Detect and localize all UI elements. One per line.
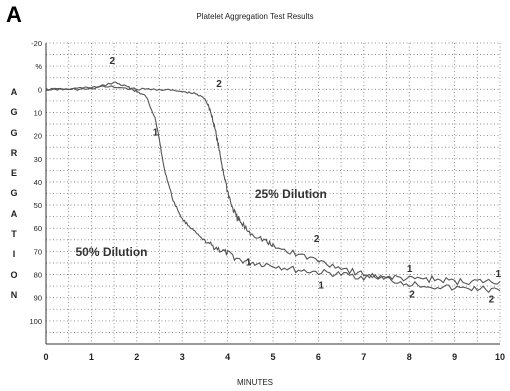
curve-label: 2 (216, 79, 222, 90)
curve-label: 2 (409, 290, 415, 301)
y-tick-label: 30 (34, 155, 42, 164)
y-tick-label: 70 (34, 247, 42, 256)
y-axis-label-letter: O (10, 269, 18, 280)
y-axis-label-letter: I (12, 249, 16, 260)
y-tick-label: 90 (34, 294, 42, 303)
x-tick-label: 8 (407, 352, 412, 362)
y-axis-label-letter: G (10, 127, 18, 138)
dilution-label: 25% Dilution (255, 187, 327, 201)
curve-label: 2 (314, 234, 320, 245)
curve-label: 1 (318, 280, 324, 291)
x-tick-label: 7 (361, 352, 366, 362)
x-tick-label: 9 (452, 352, 457, 362)
chart-title: Platelet Aggregation Test Results (196, 12, 314, 21)
x-tick-label: 1 (89, 352, 94, 362)
x-tick-label: 3 (180, 352, 185, 362)
y-tick-label: 10 (34, 108, 42, 117)
x-tick-label: 6 (316, 352, 321, 362)
x-tick-label: 0 (43, 352, 48, 362)
y-axis-label-letter: A (10, 87, 18, 97)
x-axis-label: MINUTES (237, 378, 273, 387)
curve-label: 2 (489, 294, 495, 305)
y-axis-label-letter: A (10, 208, 18, 219)
y-axis-label-letter: T (11, 229, 17, 240)
y-tick-label: 20 (34, 132, 42, 141)
curve-label: 1 (407, 264, 413, 275)
x-tick-label: 10 (495, 352, 505, 362)
y-tick-label: -20 (31, 39, 42, 48)
y-tick-label: 60 (34, 224, 42, 233)
curve-label: 2 (110, 56, 116, 67)
y-tick-label: 40 (34, 178, 42, 187)
y-tick-label: % (35, 62, 42, 71)
series-line-1 (45, 81, 501, 286)
y-axis-label-letter: N (10, 289, 18, 300)
x-tick-label: 5 (270, 352, 275, 362)
x-tick-label: 4 (225, 352, 230, 362)
panel-label: A (6, 2, 22, 27)
series-line-2 (45, 85, 501, 294)
y-tick-label: 50 (34, 201, 42, 210)
y-tick-label: 0 (38, 85, 42, 94)
y-tick-label: 80 (34, 271, 42, 280)
y-axis-label-letter: G (10, 188, 18, 199)
y-axis-label-letter: R (10, 147, 18, 158)
y-axis-label-letter: G (10, 107, 18, 118)
curve-label: 1 (153, 128, 159, 139)
x-tick-label: 2 (134, 352, 139, 362)
y-axis-label-letter: E (10, 168, 17, 179)
y-tick-label: 100 (29, 317, 42, 326)
curve-label: 1 (495, 269, 501, 280)
dilution-label: 50% Dilution (76, 245, 148, 259)
curve-label: 1 (246, 257, 252, 268)
